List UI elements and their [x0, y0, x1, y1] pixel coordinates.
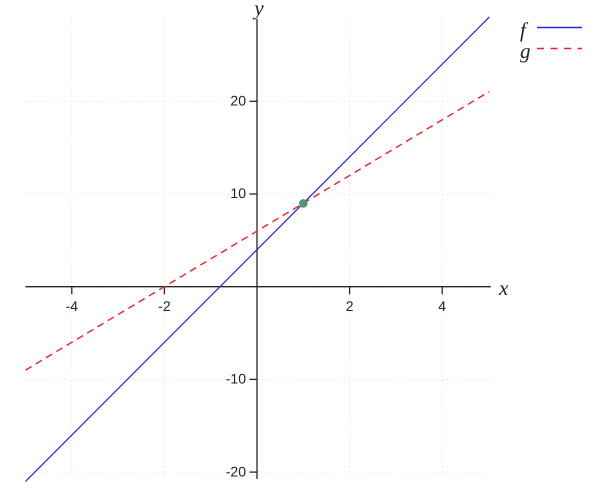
svg-text:-4: -4 [66, 298, 79, 314]
svg-text:-2: -2 [158, 298, 171, 314]
svg-text:20: 20 [230, 93, 246, 109]
svg-text:10: 10 [230, 185, 246, 201]
svg-text:y: y [252, 0, 264, 20]
svg-text:-20: -20 [226, 463, 246, 479]
svg-text:g: g [520, 39, 531, 63]
svg-text:x: x [498, 276, 509, 300]
svg-text:-10: -10 [226, 371, 246, 387]
svg-text:2: 2 [346, 298, 354, 314]
svg-text:4: 4 [438, 298, 446, 314]
